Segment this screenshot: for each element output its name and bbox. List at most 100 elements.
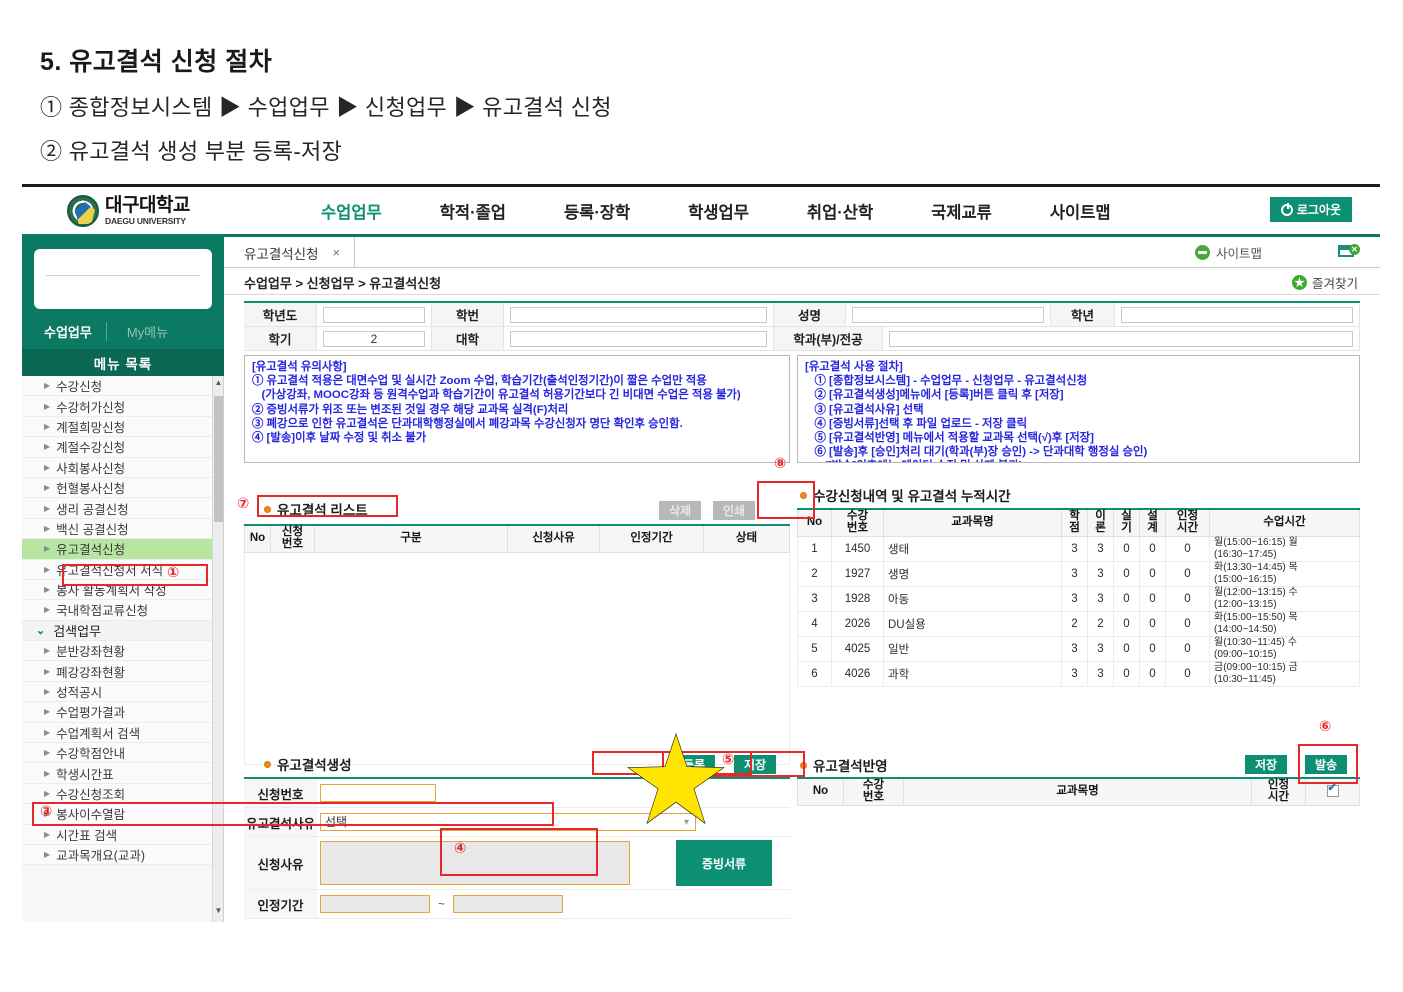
scroll-down-arrow[interactable]: ▼ (214, 906, 223, 915)
name-input[interactable] (852, 306, 1044, 323)
sidebar-item-16[interactable]: ▶ 수업평가결과 (22, 702, 223, 723)
nav-item-registration[interactable]: 등록·장학 (563, 203, 631, 222)
detail-reason-textarea[interactable] (320, 841, 630, 885)
create-row-period: 인정기간 ~ (244, 890, 790, 919)
department-input[interactable] (889, 330, 1353, 347)
form-row-2: 학기 대학 학과(부)/전공 (244, 327, 1360, 351)
sidebar-item-11[interactable]: ▶ 국내학점교류신청 (22, 600, 223, 621)
nav-item-records[interactable]: 학적·졸업 (439, 203, 506, 222)
cell-time: 월(10:30~11:45) 수(09:00~10:15) (1209, 635, 1360, 662)
enrollment-title: 수강신청내역 및 유고결석 누적시간 (813, 489, 1011, 504)
bullet-icon (264, 760, 271, 768)
sidebar-tab-mymenu[interactable]: My메뉴 (105, 321, 168, 341)
year-input[interactable] (323, 306, 425, 323)
scroll-up-arrow[interactable]: ▲ (214, 378, 223, 387)
sidebar-item-2[interactable]: ▶ 계절희망신청 (22, 416, 223, 438)
logout-label: 로그아웃 (1296, 203, 1341, 217)
cell-theory: 3 (1087, 535, 1114, 562)
request-no-input[interactable] (320, 784, 436, 802)
notice-procedure: [유고결석 사용 절차] ① [종합정보시스템] - 수업업무 - 신청업무 -… (797, 355, 1360, 463)
grade-input[interactable] (1121, 306, 1353, 323)
college-input[interactable] (510, 330, 767, 347)
slide-step-1: ① 종합정보시스템 ▶ 수업업무 ▶ 신청업무 ▶ 유고결석 신청 (40, 95, 612, 120)
sidebar-item-4[interactable]: ▶ 사회봉사신청 (22, 457, 223, 478)
reason-select-value[interactable] (320, 812, 696, 831)
sidebar-item-3[interactable]: ▶ 계절수강신청 (22, 437, 223, 458)
sidebar-item-8[interactable]: ▶ 유고결석신청 (22, 539, 223, 560)
sidebar-item-22[interactable]: ▶ 시간표 검색 (22, 824, 223, 845)
sidebar-item-18[interactable]: ▶ 수강학점안내 (22, 743, 223, 764)
delete-button[interactable]: 삭제 (659, 501, 702, 520)
period-from-input[interactable] (320, 895, 430, 913)
absence-list-col-4: 인정기간 (599, 526, 704, 553)
notice-precautions: [유고결석 유의사항] ① 유고결석 적용은 대면수업 및 실시간 Zoom 수… (244, 355, 790, 463)
triangle-right-icon: ▶ (44, 421, 51, 431)
sidebar-item-23[interactable]: ▶ 교과목개요(교과) (22, 844, 223, 866)
reason-dropdown[interactable]: ▾ (320, 812, 696, 832)
print-button[interactable]: 인쇄 (713, 501, 756, 520)
star-icon (1291, 275, 1307, 290)
sidebar-item-17[interactable]: ▶ 수업계획서 검색 (22, 722, 223, 744)
create-title: 유고결석생성 (277, 758, 352, 773)
sidebar-item-9[interactable]: ▶ 유고결석신청서 서식 (22, 559, 223, 580)
sidebar-item-label: 수강허가신청 (56, 400, 126, 415)
sidebar-scrollbar[interactable]: ▲ ▼ (212, 376, 223, 922)
triangle-right-icon: ▶ (44, 483, 51, 493)
sidebar-tab-classes[interactable]: 수업업무 (44, 324, 92, 340)
power-icon (1280, 202, 1293, 216)
sidebar-item-6[interactable]: ▶ 생리 공결신청 (22, 498, 223, 519)
sidebar-item-13[interactable]: ▶ 분반강좌현황 (22, 641, 223, 662)
sidebar-search-box[interactable] (34, 249, 212, 309)
nav-item-employment[interactable]: 취업·산학 (806, 203, 874, 222)
absence-list-table-wrap: No 신청 번호 구분 신청사유 인정기간 상태 (244, 526, 790, 553)
enrollment-col-7: 인정 시간 (1165, 510, 1210, 537)
save-create-button[interactable]: 저장 (734, 755, 777, 774)
nav-item-international[interactable]: 국제교류 (931, 203, 992, 222)
table-row[interactable]: 5 4025 일반 3 3 0 0 0 월(10:30~11:45) 수(09:00~10:15… (797, 635, 1360, 662)
sidebar-item-14[interactable]: ▶ 폐강강좌현황 (22, 661, 223, 682)
sidebar-item-15[interactable]: ▶ 성적공시 (22, 681, 223, 703)
sidebar-item-label: 폐강강좌현황 (56, 665, 126, 680)
sidebar-item-19[interactable]: ▶ 학생시간표 (22, 763, 223, 784)
nav-item-classes[interactable]: 수업업무 (321, 203, 382, 222)
sidebar-item-label: 백신 공결신청 (56, 522, 129, 537)
cell-time: 화(13:30~14:45) 목(15:00~16:15) (1209, 560, 1360, 587)
sidebar-item-0[interactable]: ▶ 수강신청 (22, 376, 223, 397)
cell-no: 6 (797, 660, 832, 687)
cell-practice: 0 (1113, 635, 1140, 662)
send-button[interactable]: 발송 (1305, 755, 1348, 774)
table-row[interactable]: 4 2026 DU실용 2 2 0 0 0 화(15:00~15:50) 목(14:00~14:… (797, 610, 1360, 637)
save-apply-button[interactable]: 저장 (1245, 755, 1288, 774)
term-input[interactable] (323, 330, 425, 347)
sidebar-item-12[interactable]: ⌄ 검색업무 (22, 620, 223, 642)
nav-item-student[interactable]: 학생업무 (688, 203, 749, 222)
table-row[interactable]: 2 1927 생명 3 3 0 0 0 화(13:30~14:45) 목(15:00~16:15… (797, 560, 1360, 587)
nav-item-sitemap[interactable]: 사이트맵 (1049, 203, 1111, 222)
select-all-checkbox[interactable] (1326, 783, 1339, 798)
table-row[interactable]: 3 1928 아동 3 3 0 0 0 월(12:00~13:15) 수(12:00~13:15… (797, 585, 1360, 612)
cell-credit: 3 (1061, 535, 1088, 562)
sidebar-item-20[interactable]: ▶ 수강신청조회 (22, 783, 223, 805)
absence-list-col-1: 신청 번호 (270, 526, 315, 553)
absence-list-col-0: No (244, 526, 271, 553)
sidebar-item-1[interactable]: ▶ 수강허가신청 (22, 396, 223, 417)
table-row[interactable]: 6 4026 과학 3 3 0 0 0 금(09:00~10:15) 금(10:30~11:45… (797, 660, 1360, 687)
sidebar-item-7[interactable]: ▶ 백신 공결신청 (22, 518, 223, 540)
evidence-document-button[interactable]: 증빙서류 (676, 840, 772, 886)
period-to-input[interactable] (453, 895, 564, 913)
favorite-button[interactable]: 즐겨찾기 (1291, 273, 1358, 292)
sidebar-item-10[interactable]: ▶ 봉사 활동계획서 작성 (22, 579, 223, 601)
cell-practice: 0 (1113, 660, 1140, 687)
table-row[interactable]: 1 1450 생태 3 3 0 0 0 월(15:00~16:15) 월(16:30~17:45… (797, 535, 1360, 562)
close-window-icon[interactable]: ✕ (1338, 244, 1360, 259)
university-logo[interactable]: 대구대학교 DAEGU UNIVERSITY (67, 195, 190, 227)
chevron-down-icon: ▾ (683, 816, 689, 828)
student-id-input[interactable] (510, 306, 767, 323)
sitemap-link[interactable]: 사이트맵 (1194, 243, 1262, 262)
sidebar-item-5[interactable]: ▶ 헌혈봉사신청 (22, 477, 223, 499)
logo-english-name: DAEGU UNIVERSITY (105, 216, 186, 227)
logout-button[interactable]: 로그아웃 (1269, 197, 1352, 222)
tab-yugo-absence-request[interactable]: 유고결석신청 × (238, 237, 356, 268)
scrollbar-thumb[interactable] (214, 396, 223, 522)
close-icon[interactable]: × (332, 245, 341, 260)
